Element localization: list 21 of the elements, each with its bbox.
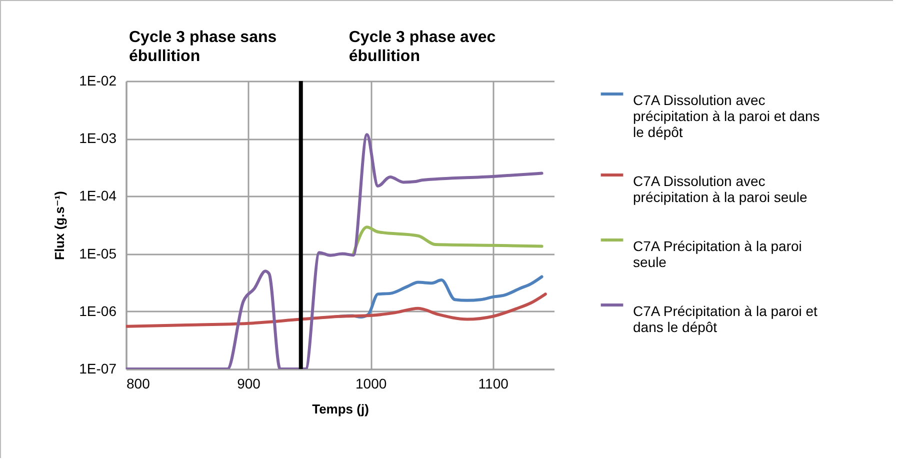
x-tick-label: 900 [237, 376, 261, 392]
y-tick-label: 1E-02 [79, 72, 117, 88]
text: Cycle 3 phase avec ébullition [348, 29, 496, 65]
y-tick-label: 1E-03 [79, 130, 117, 146]
legend-label: C7A Dissolution avec précipitation à la paroi et dans le dépôt [633, 92, 820, 140]
text: Cycle 3 phase sans ébullition [129, 29, 277, 65]
y-tick-label: 1E-05 [79, 245, 117, 262]
line-series [126, 292, 547, 328]
y-tick-label: 1E-06 [79, 302, 117, 319]
y-tick-label: 1E-04 [79, 188, 117, 204]
legend-label: C7A Précipitation à la paroi et dans le dépôt [633, 303, 818, 335]
x-tick-label: 1000 [355, 376, 387, 392]
x-tick-label: 1100 [478, 376, 509, 392]
line-series [126, 133, 544, 369]
x-tick-label: 800 [126, 376, 150, 392]
y-tick-label: 1E-07 [79, 360, 117, 376]
legend-label: C7A Dissolution avec précipitation à la paroi seule [633, 173, 808, 205]
y-axis-title: Flux (g.s⁻¹) [52, 191, 68, 260]
x-axis-title: Temps (j) [312, 402, 369, 416]
line-series [352, 226, 544, 256]
legend-label: C7A Précipitation à la paroi seule [633, 238, 802, 270]
